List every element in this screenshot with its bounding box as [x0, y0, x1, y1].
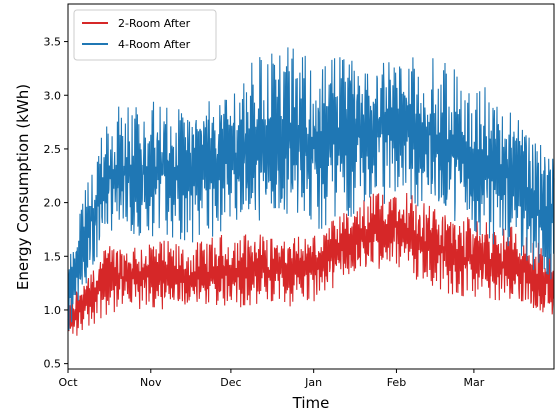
legend-box [73, 9, 217, 61]
y-tick-label: 0.5 [44, 358, 62, 371]
series-line-2-room [67, 192, 555, 336]
x-tick-label: Mar [464, 376, 485, 389]
legend: 2-Room After 4-Room After [73, 9, 217, 61]
series-line-4-room [67, 47, 555, 331]
y-axis-label: Energy Consumption (kWh) [14, 84, 32, 290]
y-tick-label: 3.0 [44, 89, 62, 102]
plot-frame [67, 3, 555, 370]
legend-label-4-room: 4-Room After [118, 38, 191, 51]
x-tick-label: Jan [304, 376, 322, 389]
x-tick-label: Dec [220, 376, 241, 389]
legend-label-2-room: 2-Room After [118, 17, 191, 30]
axes-layer: 0.5 1.0 1.5 2.0 2.5 3.0 3.5 Oct Nov Dec Jan Feb Mar [44, 3, 555, 389]
x-tick-label: Nov [140, 376, 162, 389]
y-tick-label: 2.0 [44, 197, 62, 210]
y-tick-label: 2.5 [44, 143, 62, 156]
y-tick-label: 1.5 [44, 250, 62, 263]
y-tick-label: 1.0 [44, 304, 62, 317]
x-tick-label: Feb [387, 376, 406, 389]
y-tick-label: 3.5 [44, 36, 62, 49]
x-tick-label: Oct [58, 376, 78, 389]
x-axis-label: Time [292, 394, 330, 412]
series-layer [67, 47, 555, 336]
